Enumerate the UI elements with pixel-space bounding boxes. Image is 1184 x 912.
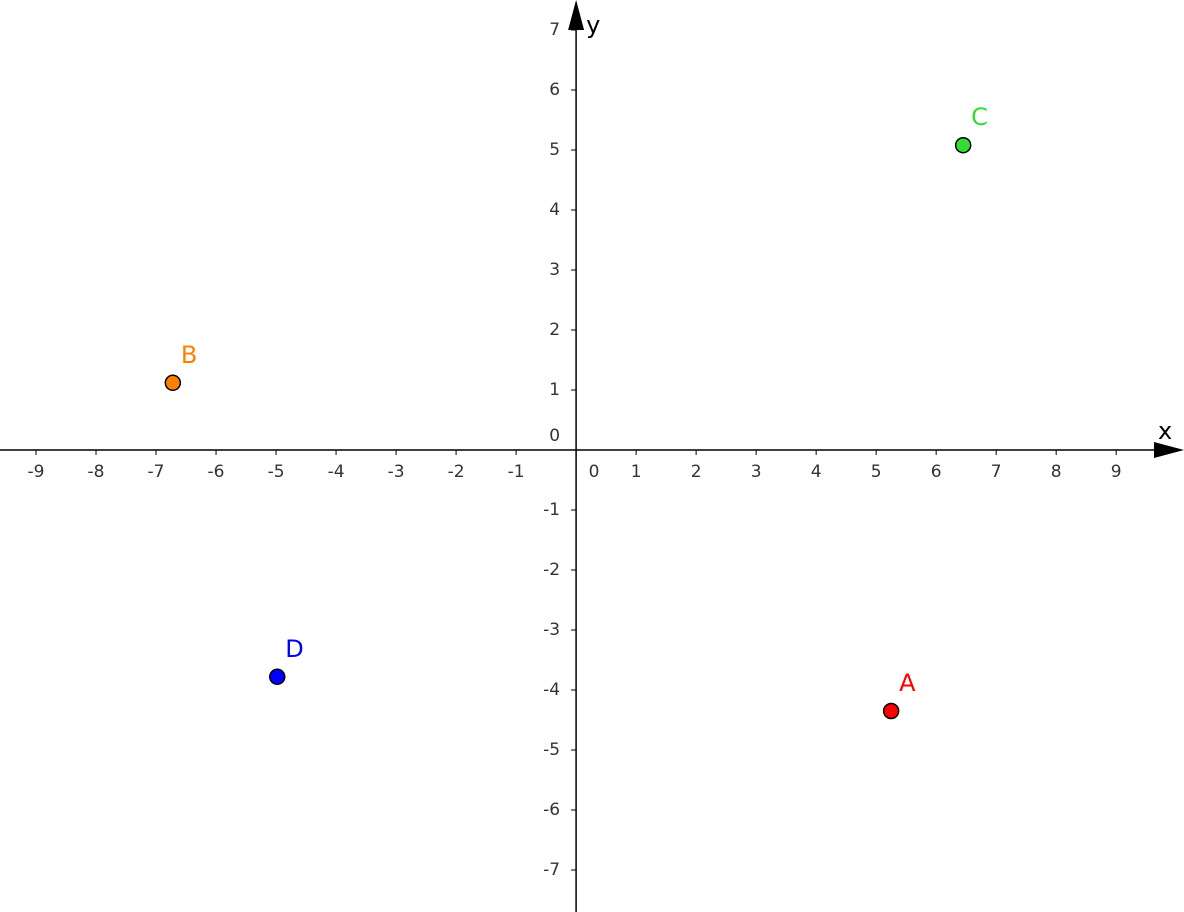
x-tick-label: -4 [328,462,345,482]
x-tick-label: 8 [1051,462,1062,482]
point-label: A [899,669,916,697]
x-tick-label: -7 [148,462,165,482]
point [954,136,972,154]
y-tick-label: 1 [549,380,560,400]
y-tick-label: -2 [543,560,560,580]
y-tick-label: 4 [549,200,560,220]
x-axis-label: x [1158,417,1172,445]
point [882,702,900,720]
point-label: C [971,103,988,131]
y-tick-label: 2 [549,320,560,340]
point-label: B [181,341,197,369]
x-tick-label: 4 [811,462,822,482]
x-tick-label: 3 [751,462,762,482]
y-arrow [568,0,585,30]
x-tick-label: 9 [1111,462,1122,482]
x-tick-label: 6 [931,462,942,482]
y-tick-label: -6 [543,800,560,820]
point [164,374,182,392]
x-tick-label: -1 [508,462,525,482]
point-label: D [285,635,303,663]
x-tick-label: -6 [208,462,225,482]
x-tick-label: -8 [88,462,105,482]
point [268,668,286,686]
x-tick-label: -3 [388,462,405,482]
x-tick-label: 7 [991,462,1002,482]
y-tick-label: -7 [543,860,560,880]
y-tick-label: -1 [543,500,560,520]
y-tick-label: 5 [549,140,560,160]
x-tick-label: 2 [691,462,702,482]
y-tick-label: -5 [543,740,560,760]
y-tick-label: -4 [543,680,560,700]
y-tick-label: -3 [543,620,560,640]
x-tick-label: -9 [28,462,45,482]
y-axis-label: y [586,11,600,39]
x-tick-label: 1 [631,462,642,482]
x-tick-label: 5 [871,462,882,482]
x-tick-label: 0 [589,462,600,482]
y-tick-label: 7 [549,20,560,40]
x-arrow [1154,442,1184,458]
x-tick-label: -2 [448,462,465,482]
x-tick-label: -5 [268,462,285,482]
y-tick-label: 6 [549,80,560,100]
y-tick-label: 0 [549,426,560,446]
y-tick-label: 3 [549,260,560,280]
